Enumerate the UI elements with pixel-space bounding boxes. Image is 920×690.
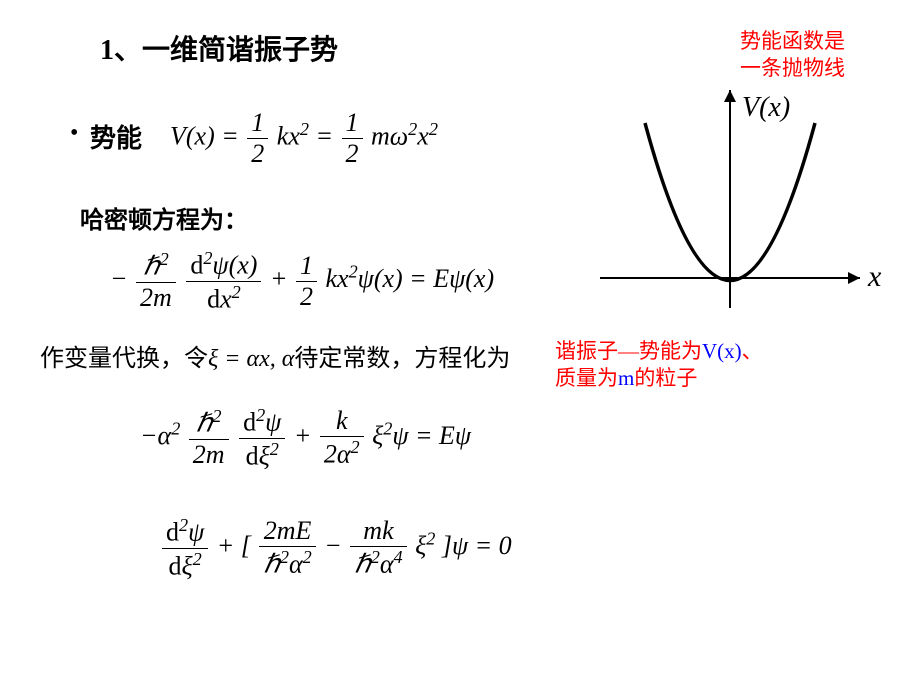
top-note: 势能函数是 一条抛物线 [740, 28, 845, 83]
top-note-line2: 一条抛物线 [740, 56, 845, 80]
y-axis-arrow [724, 90, 736, 102]
side-note-m: m [618, 366, 634, 390]
var-sub-prefix: 作变量代换，令 [40, 346, 208, 372]
var-sub-mid: 待定常数，方程化为 [294, 346, 510, 372]
x-axis-label: x [867, 260, 882, 293]
var-sub-line: 作变量代换，令ξ = αx, α待定常数，方程化为 [40, 338, 510, 373]
hamilton-label: 哈密顿方程为： [80, 200, 248, 235]
formula-potential: V(x) = 12 kx2 = 12 mω2x2 [170, 108, 438, 169]
side-note: 谐振子—势能为V(x)、 质量为m的粒子 [555, 338, 763, 393]
y-axis-label: V(x) [742, 92, 790, 123]
side-note-l2-prefix: 质量为 [555, 366, 618, 390]
side-note-sep: 、 [742, 339, 763, 363]
bullet-dot: • [70, 120, 78, 147]
page-title: 1、一维简谐振子势 [100, 28, 338, 68]
side-note-l1-prefix: 谐振子—势能为 [555, 339, 702, 363]
formula-hamiltonian: − ℏ22m d2ψ(x)dx2 + 12 kx2ψ(x) = Eψ(x) [110, 248, 494, 314]
bullet-label: 势能 [90, 118, 142, 155]
x-axis-arrow [848, 272, 860, 284]
top-note-line1: 势能函数是 [740, 29, 845, 53]
parabola-diagram: x V(x) [590, 78, 890, 328]
xi-def: ξ = αx, α [208, 346, 294, 372]
formula-transformed: −α2 ℏ22m d2ψdξ2 + k2α2 ξ2ψ = Eψ [140, 405, 471, 471]
side-note-l2-suffix: 的粒子 [634, 366, 697, 390]
side-note-vx: V(x) [702, 339, 742, 363]
formula-final: d2ψdξ2 + [ 2mEℏ2α2 − mkℏ2α4 ξ2 ]ψ = 0 [160, 515, 512, 581]
